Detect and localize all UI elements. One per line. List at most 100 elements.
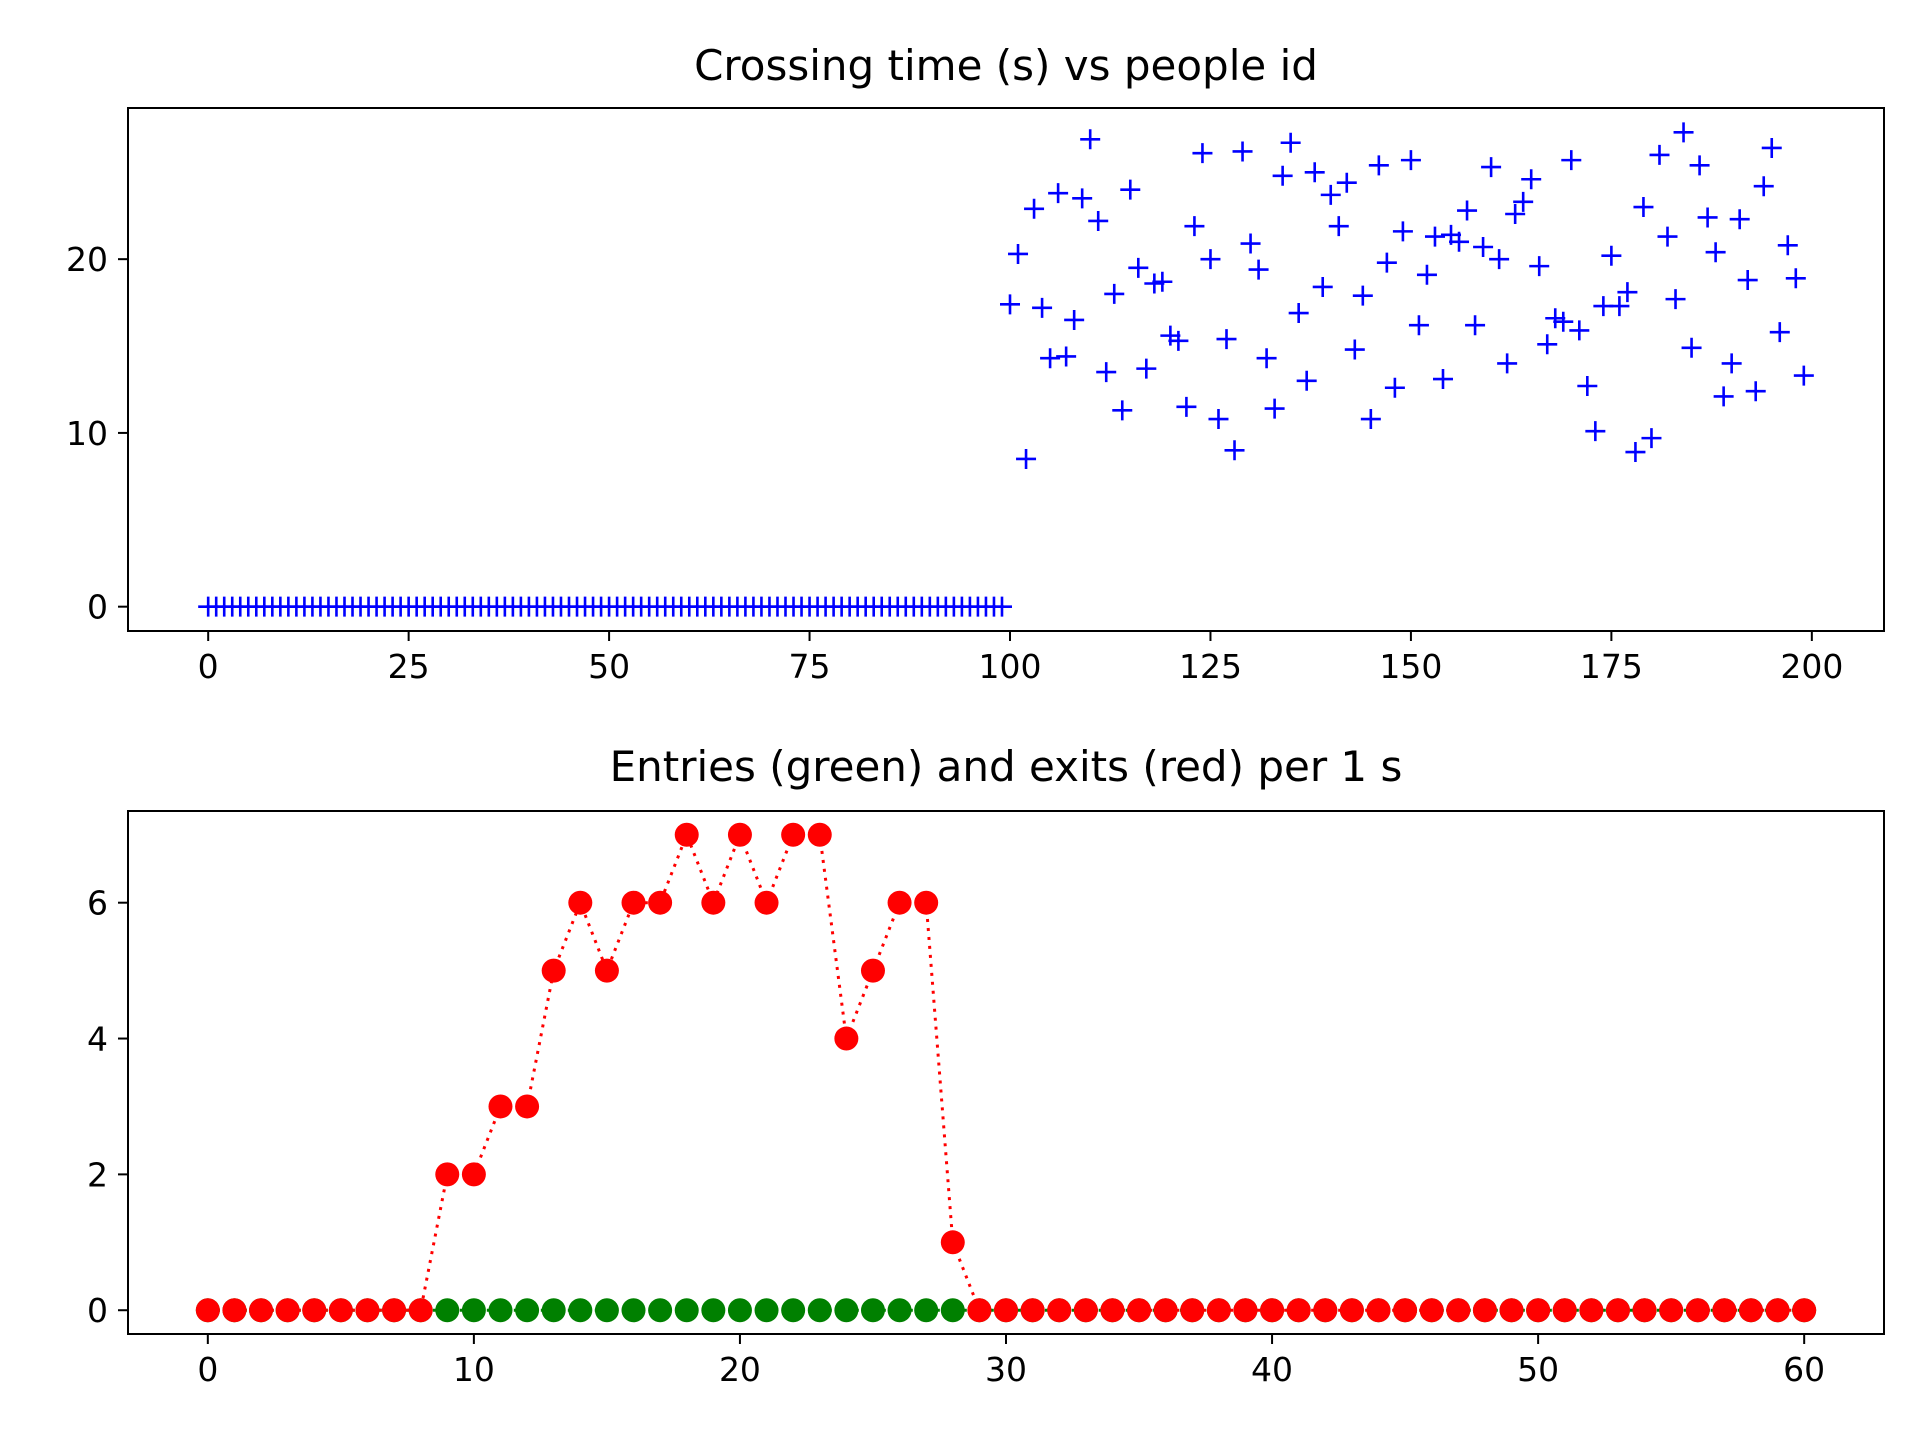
data-point xyxy=(1713,386,1734,407)
x-tick-label: 75 xyxy=(789,647,831,686)
data-point xyxy=(1104,283,1125,304)
y-tick-label: 4 xyxy=(87,1020,108,1059)
data-point xyxy=(1632,1298,1657,1323)
y-tick-label: 0 xyxy=(87,588,108,627)
data-point xyxy=(1705,242,1726,263)
data-point xyxy=(1120,179,1141,200)
x-tick-label: 0 xyxy=(198,647,219,686)
data-point xyxy=(1376,252,1397,273)
data-point xyxy=(994,1298,1018,1323)
data-point xyxy=(1712,1298,1737,1323)
data-point xyxy=(754,890,779,915)
data-point xyxy=(1256,348,1277,369)
data-point xyxy=(1793,365,1814,386)
data-point xyxy=(701,890,726,915)
data-point xyxy=(621,890,646,915)
data-point xyxy=(1180,1298,1205,1323)
data-point xyxy=(914,890,939,915)
data-point xyxy=(1769,322,1790,343)
data-point xyxy=(222,1298,247,1323)
data-point xyxy=(1529,256,1550,277)
data-point xyxy=(1553,311,1574,332)
data-point xyxy=(1605,1298,1630,1323)
data-point xyxy=(1729,209,1750,230)
data-point xyxy=(1552,1298,1577,1323)
data-point xyxy=(1016,448,1037,469)
data-point xyxy=(1128,257,1149,278)
x-tick-label: 20 xyxy=(719,1350,761,1389)
x-tick-label: 10 xyxy=(453,1350,495,1389)
data-point xyxy=(1040,348,1061,369)
data-point xyxy=(1753,176,1774,197)
data-point xyxy=(1384,377,1405,398)
data-point xyxy=(1446,1298,1471,1323)
data-point xyxy=(1064,309,1085,330)
data-point xyxy=(1024,198,1045,219)
data-point xyxy=(914,1298,939,1323)
y-tick-label: 2 xyxy=(87,1155,108,1194)
data-point xyxy=(1240,233,1261,254)
data-point xyxy=(1328,216,1349,237)
data-point xyxy=(1366,1298,1391,1323)
data-point xyxy=(674,1298,699,1323)
data-point xyxy=(1072,188,1093,209)
data-point xyxy=(1745,381,1766,402)
data-point xyxy=(1472,1298,1497,1323)
data-point xyxy=(1433,369,1453,390)
data-point xyxy=(887,1298,912,1323)
x-tick-label: 0 xyxy=(197,1350,218,1389)
data-point xyxy=(1192,143,1213,164)
data-point xyxy=(1096,362,1117,383)
y-tick-label: 0 xyxy=(87,1291,108,1330)
data-point xyxy=(1339,1298,1364,1323)
data-point xyxy=(1497,353,1518,374)
data-point xyxy=(1000,294,1021,315)
data-point xyxy=(1761,137,1782,158)
x-tick-label: 150 xyxy=(1379,647,1442,686)
data-point xyxy=(1232,141,1253,162)
plot-frame xyxy=(127,107,1885,632)
data-point xyxy=(1047,1298,1072,1323)
data-point xyxy=(1721,353,1742,374)
data-point xyxy=(1537,334,1558,355)
data-point xyxy=(1424,226,1445,247)
data-point xyxy=(1465,315,1486,336)
data-point xyxy=(1286,1298,1311,1323)
data-point xyxy=(1127,1298,1152,1323)
data-point xyxy=(1408,315,1429,336)
data-point xyxy=(1777,235,1798,256)
data-point xyxy=(1313,1298,1338,1323)
data-point xyxy=(1673,122,1694,143)
data-point xyxy=(1665,289,1686,310)
x-tick-label: 30 xyxy=(985,1350,1027,1389)
data-point xyxy=(648,890,673,915)
data-point xyxy=(674,822,699,847)
data-point xyxy=(1224,440,1245,461)
data-point xyxy=(887,890,912,915)
data-point xyxy=(621,1298,646,1323)
data-point xyxy=(1160,325,1181,346)
ticks: 0 10 20 30 40 50 60 0 2 4 6 xyxy=(87,884,1825,1389)
data-point xyxy=(1368,155,1389,176)
data-point xyxy=(1785,268,1806,289)
data-point xyxy=(860,958,885,983)
data-point xyxy=(1416,264,1437,285)
data-point xyxy=(1032,297,1053,318)
data-point xyxy=(1419,1298,1444,1323)
data-point xyxy=(754,1298,779,1323)
x-tick-label: 100 xyxy=(979,647,1042,686)
data-point xyxy=(1216,329,1237,350)
data-point xyxy=(1352,285,1373,306)
data-point xyxy=(1617,282,1638,303)
data-point xyxy=(1112,400,1133,421)
data-point xyxy=(1657,226,1678,247)
chart-title: Entries (green) and exits (red) per 1 s xyxy=(610,742,1403,791)
entries-exits-chart: Entries (green) and exits (red) per 1 s … xyxy=(87,742,1885,1389)
ticks: 0 25 50 75 100 125 150 175 200 0 10 20 xyxy=(66,240,1843,686)
data-point xyxy=(1681,337,1702,358)
data-point xyxy=(807,1298,832,1323)
data-point xyxy=(940,1230,965,1255)
data-point xyxy=(1738,1298,1763,1323)
data-point xyxy=(1008,243,1029,264)
